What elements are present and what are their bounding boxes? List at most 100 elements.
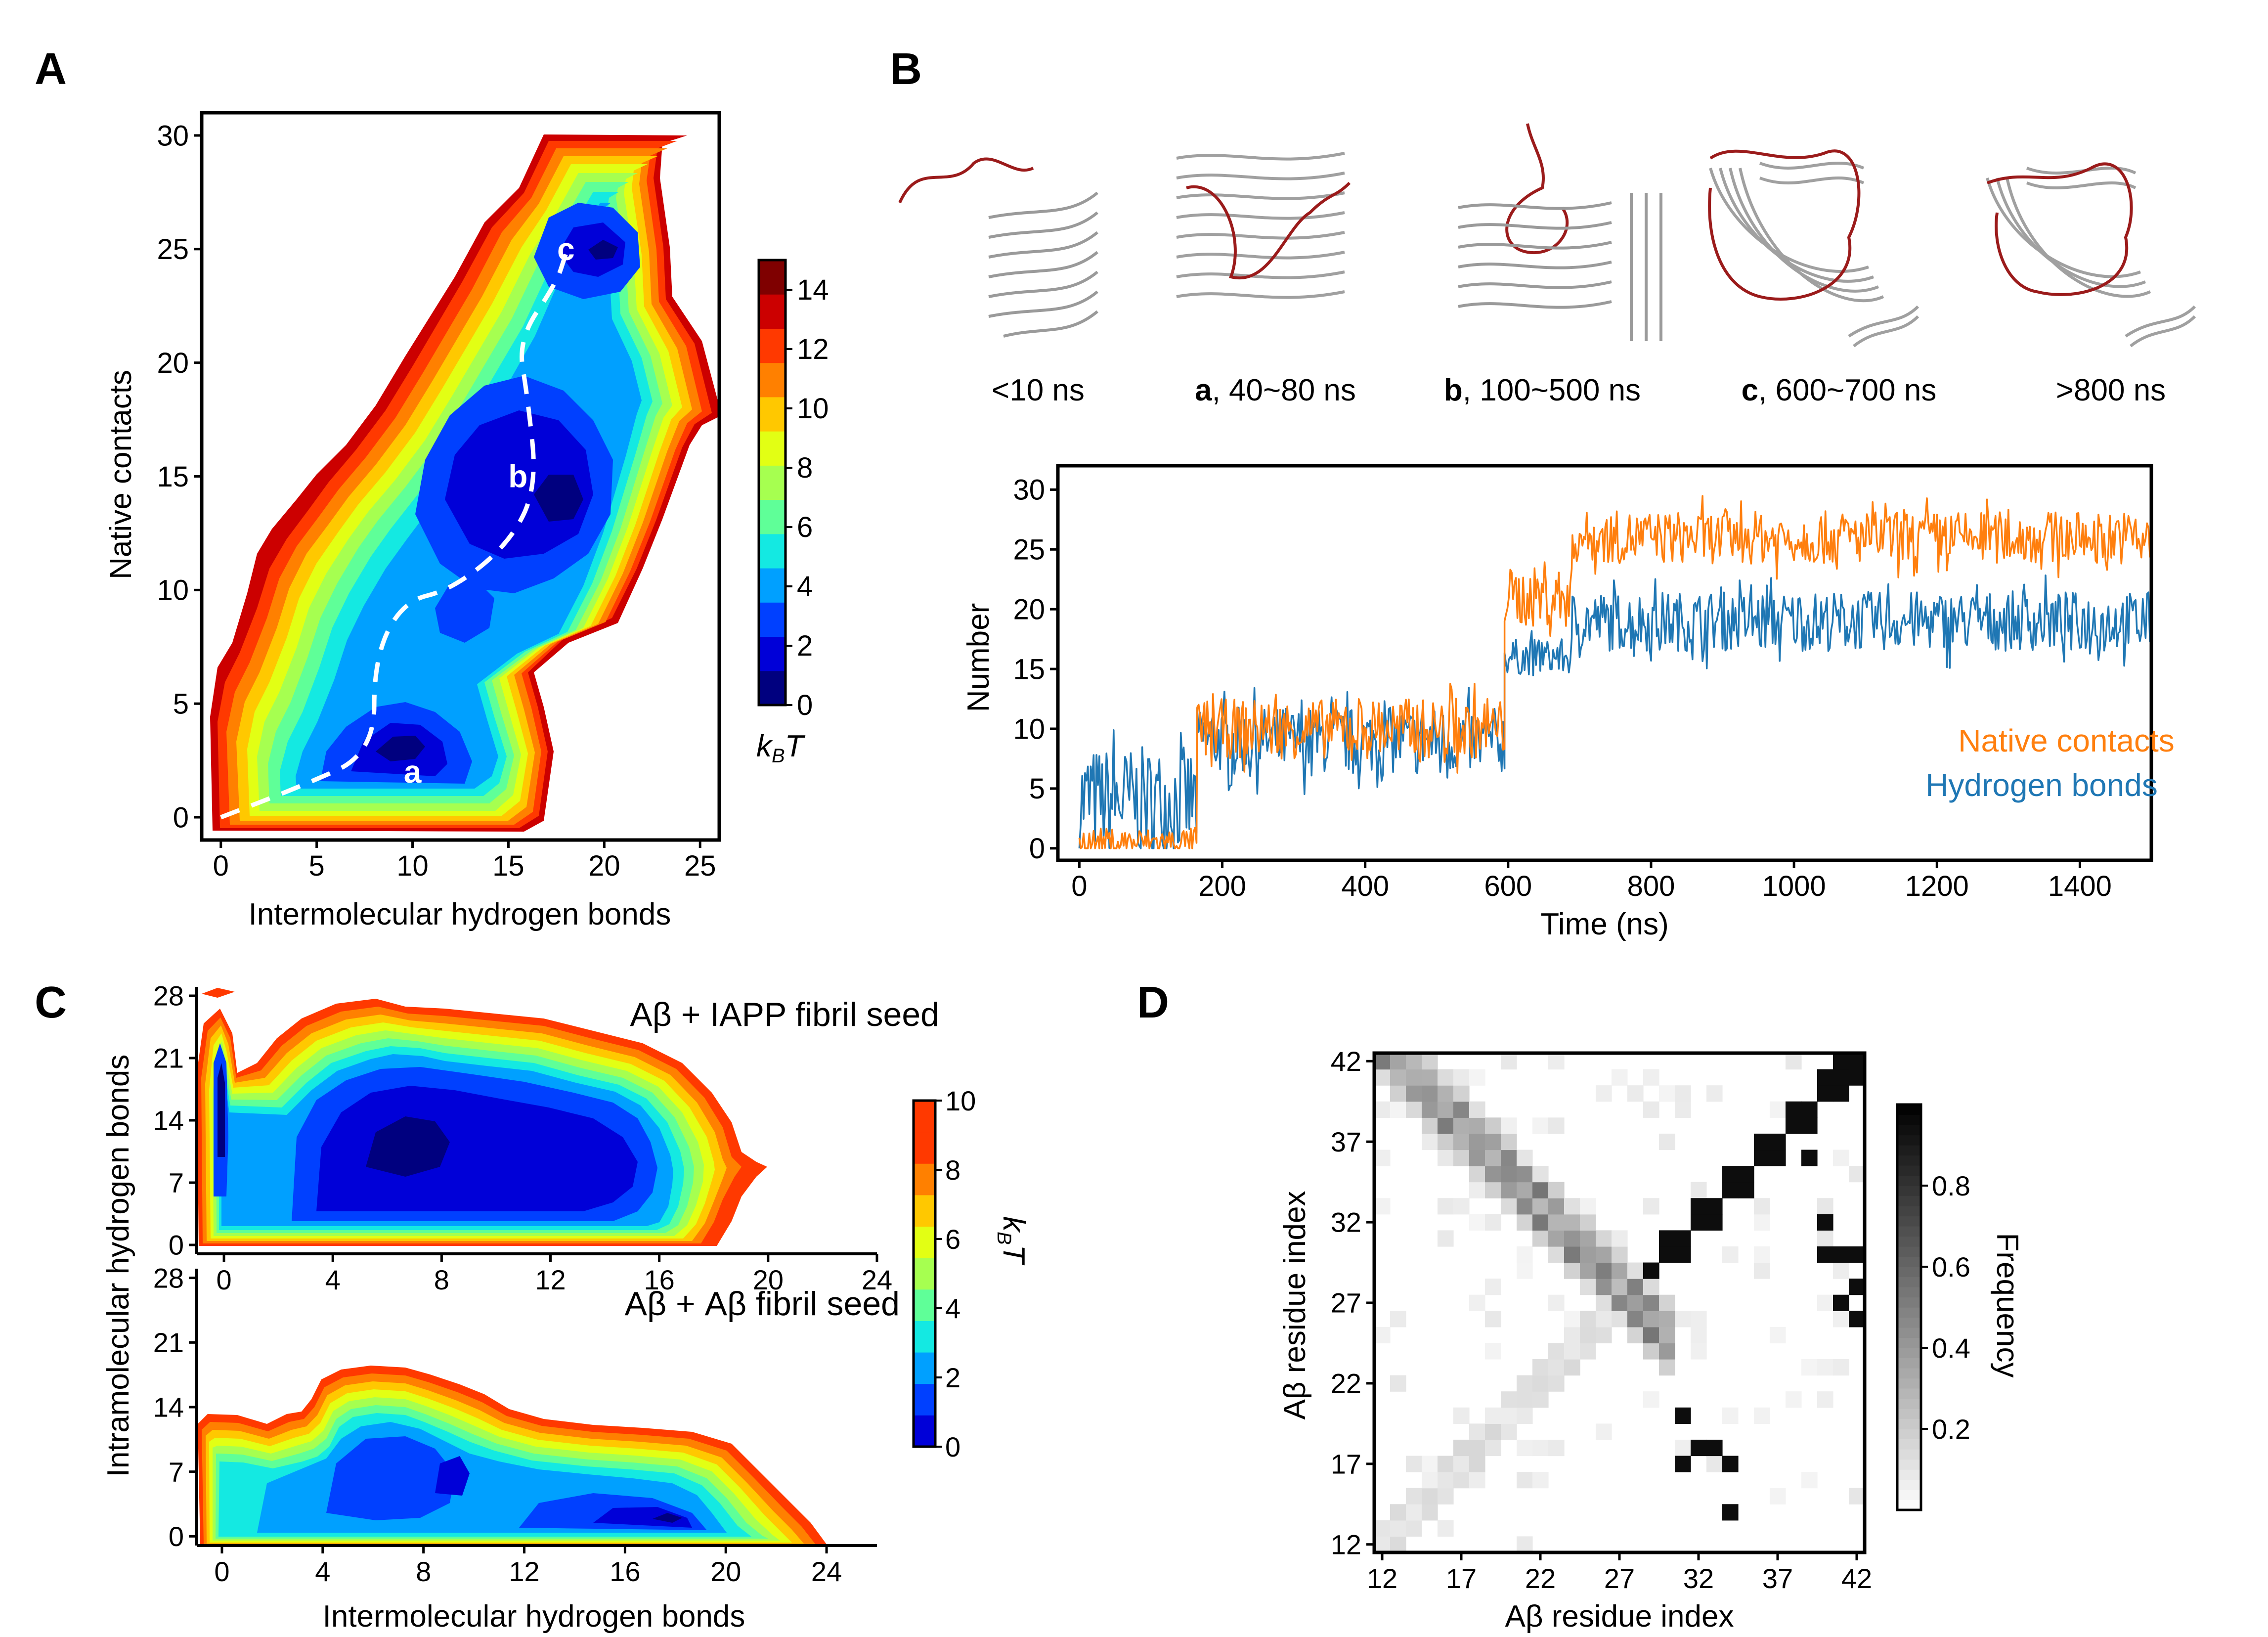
colorbar-step xyxy=(1897,1429,1921,1440)
colorbar-step xyxy=(759,568,785,603)
contact-cell xyxy=(1517,1407,1533,1424)
contact-cell xyxy=(1643,1198,1659,1215)
colorbar-step xyxy=(1897,1500,1921,1510)
contact-cell xyxy=(1691,1311,1707,1327)
contact-cell xyxy=(1390,1536,1406,1553)
contact-cell xyxy=(1453,1456,1470,1472)
contact-cell xyxy=(1612,1246,1628,1263)
contact-cell xyxy=(1801,1472,1818,1489)
contact-cell xyxy=(1706,1214,1723,1231)
contact-cell xyxy=(1691,1198,1707,1215)
contact-cell xyxy=(1833,1053,1849,1070)
colorbar-step xyxy=(914,1383,935,1416)
contact-cell xyxy=(1406,1085,1422,1102)
contact-cell xyxy=(1754,1198,1770,1215)
contact-cell xyxy=(1849,1246,1865,1263)
panel-c-bottom-x-tick-label: 8 xyxy=(416,1556,431,1587)
contact-cell xyxy=(1722,1504,1739,1521)
contact-cell xyxy=(1786,1391,1802,1408)
panel-c-top-x-tick-label: 20 xyxy=(753,1264,784,1295)
contact-cell xyxy=(1438,1520,1454,1537)
colorbar-step xyxy=(1897,1114,1921,1125)
colorbar-step xyxy=(914,1101,935,1133)
panel-b-y-axis-label: Number xyxy=(961,603,996,712)
contact-cell xyxy=(1643,1327,1659,1344)
contact-cell xyxy=(1532,1391,1549,1408)
contact-cell xyxy=(1691,1327,1707,1344)
contact-cell xyxy=(1691,1182,1707,1198)
colorbar-tick-label: 10 xyxy=(797,393,829,425)
panel-b-x-tick-label: 1400 xyxy=(2048,870,2112,902)
contact-cell xyxy=(1580,1214,1596,1231)
panel-b-x-tick-label: 0 xyxy=(1071,870,1087,902)
panel-c-top-y-tick-label: 0 xyxy=(169,1230,184,1261)
colorbar-step xyxy=(1897,1135,1921,1146)
contact-cell xyxy=(1501,1423,1517,1440)
panel-b-x-tick-label: 800 xyxy=(1627,870,1675,902)
panel-a-minimum-label: a xyxy=(404,754,422,790)
contact-cell xyxy=(1390,1504,1406,1521)
contact-cell xyxy=(1564,1359,1580,1376)
contact-cell xyxy=(1453,1407,1470,1424)
panel-b-y-tick-label: 15 xyxy=(1013,653,1045,685)
contact-cell xyxy=(1801,1117,1818,1134)
contact-cell xyxy=(1706,1085,1723,1102)
panel-b-y-tick-label: 10 xyxy=(1013,713,1045,745)
panel-d-cells xyxy=(1374,1053,1865,1553)
contact-cell xyxy=(1770,1101,1786,1118)
contact-cell xyxy=(1548,1375,1565,1392)
panel-a-x-tick-label: 10 xyxy=(396,850,429,882)
panel-d-y-tick-label: 32 xyxy=(1331,1207,1361,1238)
contact-cell xyxy=(1612,1069,1628,1086)
contact-cell xyxy=(1485,1182,1501,1198)
colorbar-tick-label: 0.4 xyxy=(1932,1332,1970,1364)
contact-cell xyxy=(1469,1214,1485,1231)
panel-b-axes-border xyxy=(1056,464,2153,862)
contact-cell xyxy=(1532,1198,1549,1215)
panel-a-y-tick-label: 25 xyxy=(157,233,189,265)
panel-a-x-tick-label: 15 xyxy=(492,850,524,882)
contact-cell xyxy=(1596,1230,1612,1247)
contact-cell xyxy=(1438,1101,1454,1118)
panel-d-y-tick-label: 42 xyxy=(1331,1046,1361,1077)
contact-cell xyxy=(1517,1150,1533,1166)
contact-cell xyxy=(1485,1166,1501,1183)
contact-cell xyxy=(1453,1101,1470,1118)
panel-d-y-tick-label: 17 xyxy=(1331,1448,1361,1479)
panel-a-colorbar-steps xyxy=(759,260,785,706)
contact-cell xyxy=(1659,1085,1675,1102)
contact-cell xyxy=(1786,1117,1802,1134)
contact-cell xyxy=(1517,1375,1533,1392)
contact-cell xyxy=(1406,1069,1422,1086)
contact-cell xyxy=(1643,1343,1659,1360)
panel-c-bottom-title: Aβ + Aβ fibril seed xyxy=(625,1285,900,1323)
contact-cell xyxy=(1817,1294,1833,1311)
contact-cell xyxy=(1469,1472,1485,1489)
contact-cell xyxy=(1817,1198,1833,1215)
colorbar-tick-label: 6 xyxy=(797,511,813,543)
contact-cell xyxy=(1659,1230,1675,1247)
colorbar-step xyxy=(1897,1145,1921,1156)
panel-c-y-axis-label: Intramolecular hydrogen bonds xyxy=(101,1055,135,1477)
colorbar-step xyxy=(759,397,785,432)
contact-cell xyxy=(1390,1085,1406,1102)
contact-cell xyxy=(1659,1294,1675,1311)
contact-cell xyxy=(1406,1101,1422,1118)
contact-cell xyxy=(1406,1520,1422,1537)
snapshot-peptide xyxy=(1986,162,2133,296)
contact-cell xyxy=(1453,1069,1470,1086)
panel-b-y-tick-label: 20 xyxy=(1013,593,1045,625)
panel-a-y-axis-label: Native contacts xyxy=(104,370,138,579)
contact-cell xyxy=(1627,1327,1644,1344)
panel-label-c: C xyxy=(35,978,67,1027)
contact-cell xyxy=(1706,1439,1723,1457)
panel-c-bottom-x-tick-label: 24 xyxy=(811,1556,842,1587)
contact-cell xyxy=(1754,1407,1770,1424)
contact-cell xyxy=(1517,1182,1533,1198)
legend-hydrogen-bonds: Hydrogen bonds xyxy=(1925,767,2158,803)
contact-cell xyxy=(1564,1246,1580,1263)
contact-cell xyxy=(1469,1166,1485,1183)
panel-c-bottom-contours xyxy=(198,1366,828,1546)
contact-cell xyxy=(1596,1246,1612,1263)
contact-cell xyxy=(1469,1182,1485,1198)
